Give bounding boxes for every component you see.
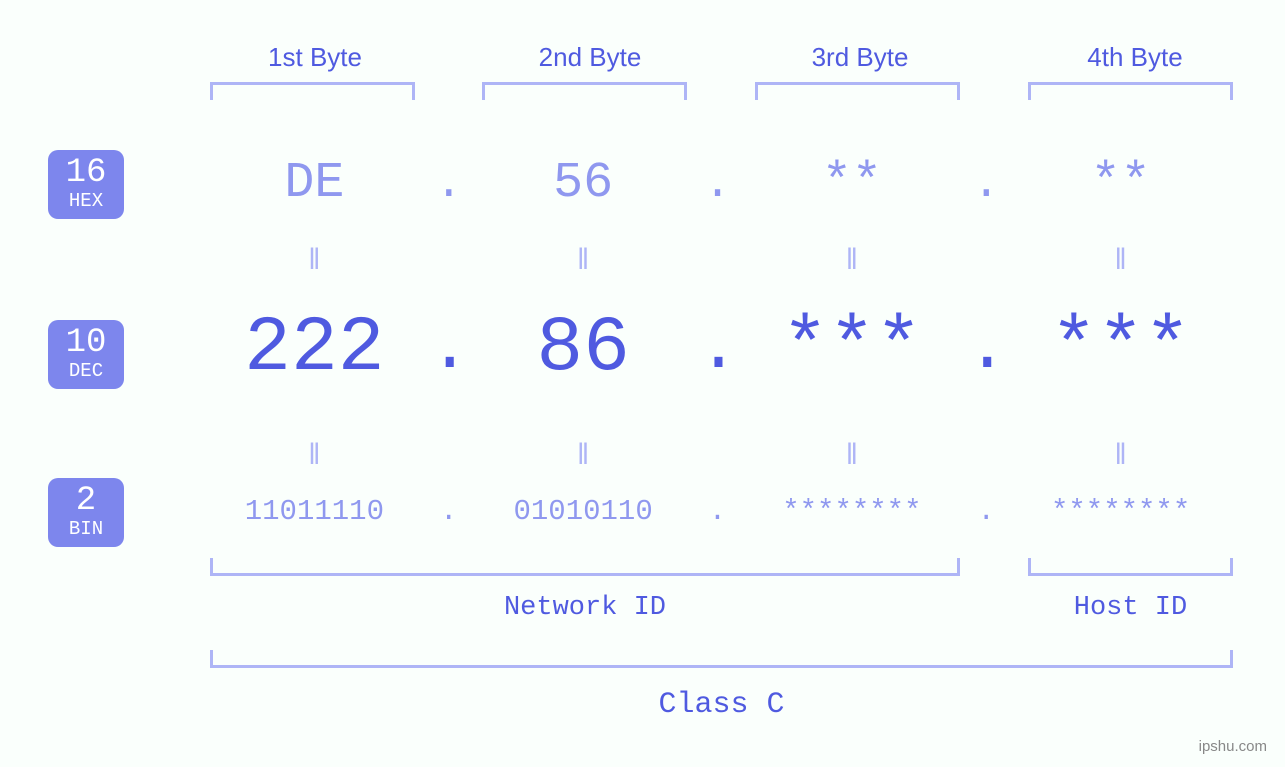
dot: . (429, 495, 469, 528)
eq-sign: ǁ (469, 440, 698, 474)
bracket-byte-2 (482, 82, 687, 100)
hex-byte-1: DE (200, 155, 429, 212)
badge-dec-num: 10 (48, 326, 124, 360)
badge-dec-txt: DEC (48, 362, 124, 381)
bin-byte-2: 01010110 (469, 495, 698, 528)
dot: . (429, 158, 469, 210)
hex-byte-2: 56 (469, 155, 698, 212)
byte-header-3: 3rd Byte (800, 42, 920, 73)
badge-hex: 16 HEX (48, 150, 124, 219)
dot: . (966, 310, 1006, 389)
eq-sign: ǁ (1006, 440, 1235, 474)
dec-byte-4: *** (1006, 305, 1235, 393)
row-dec: 222 . 86 . *** . *** (200, 305, 1235, 393)
badge-hex-num: 16 (48, 156, 124, 190)
bracket-network (210, 558, 960, 576)
bracket-host (1028, 558, 1233, 576)
bracket-class (210, 650, 1233, 668)
label-host: Host ID (1028, 593, 1233, 623)
dot: . (698, 158, 738, 210)
dot: . (698, 495, 738, 528)
dec-byte-2: 86 (469, 305, 698, 393)
eq-sign: ǁ (200, 245, 429, 279)
byte-header-4: 4th Byte (1075, 42, 1195, 73)
bin-byte-3: ******** (738, 495, 967, 528)
bracket-byte-1 (210, 82, 415, 100)
bracket-byte-3 (755, 82, 960, 100)
dot: . (429, 310, 469, 389)
hex-byte-3: ** (738, 155, 967, 212)
bracket-byte-4 (1028, 82, 1233, 100)
bin-byte-4: ******** (1006, 495, 1235, 528)
row-bin: 11011110 . 01010110 . ******** . *******… (200, 495, 1235, 528)
dot: . (698, 310, 738, 389)
eq-sign: ǁ (738, 440, 967, 474)
eq-sign: ǁ (738, 245, 967, 279)
label-network: Network ID (210, 593, 960, 623)
eq-sign: ǁ (469, 245, 698, 279)
dot: . (966, 495, 1006, 528)
hex-byte-4: ** (1006, 155, 1235, 212)
byte-header-1: 1st Byte (255, 42, 375, 73)
badge-hex-txt: HEX (48, 192, 124, 211)
bin-byte-1: 11011110 (200, 495, 429, 528)
eq-sign: ǁ (1006, 245, 1235, 279)
dec-byte-1: 222 (200, 305, 429, 393)
watermark: ipshu.com (1199, 738, 1267, 755)
badge-bin-num: 2 (48, 484, 124, 518)
eq-row-2: ǁ ǁ ǁ ǁ (200, 440, 1235, 474)
dec-byte-3: *** (738, 305, 967, 393)
badge-bin-txt: BIN (48, 520, 124, 539)
eq-row-1: ǁ ǁ ǁ ǁ (200, 245, 1235, 279)
eq-sign: ǁ (200, 440, 429, 474)
badge-bin: 2 BIN (48, 478, 124, 547)
byte-header-2: 2nd Byte (525, 42, 655, 73)
badge-dec: 10 DEC (48, 320, 124, 389)
label-class: Class C (210, 688, 1233, 722)
row-hex: DE . 56 . ** . ** (200, 155, 1235, 212)
dot: . (966, 158, 1006, 210)
